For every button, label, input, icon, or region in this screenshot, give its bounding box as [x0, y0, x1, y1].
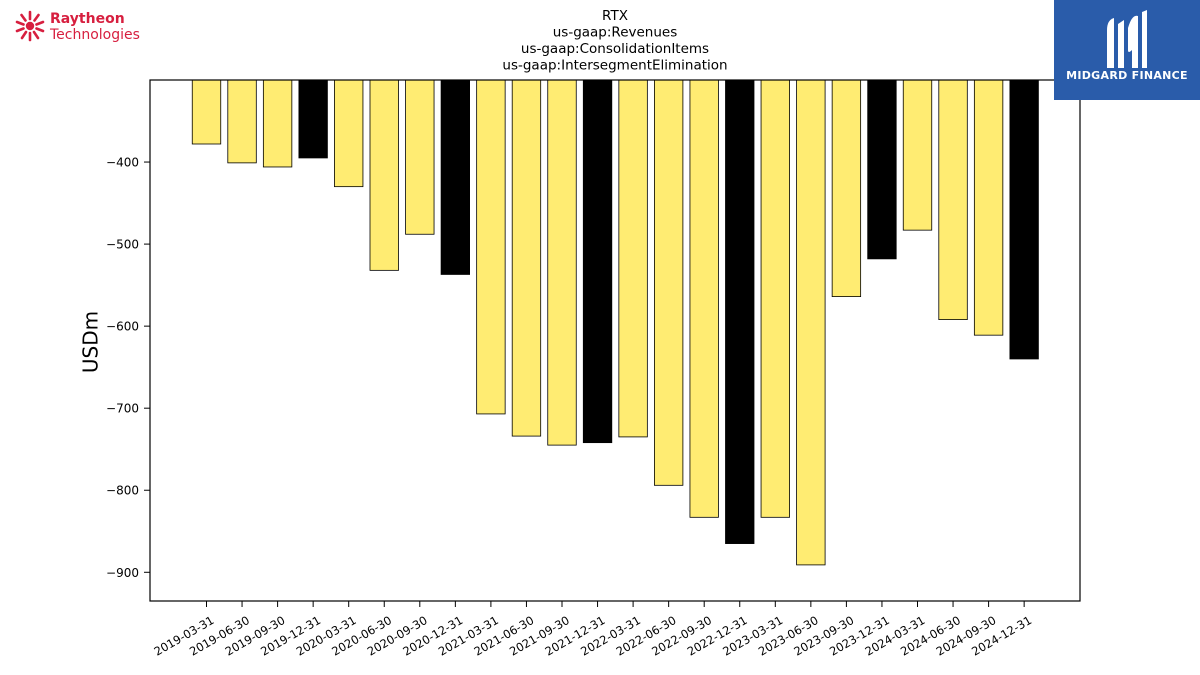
y-axis-label: USDm	[79, 311, 103, 373]
bar	[582, 79, 613, 444]
sunburst-icon	[15, 10, 45, 42]
bar	[511, 79, 542, 437]
bar	[760, 79, 790, 518]
bar	[547, 79, 577, 446]
bar	[796, 79, 826, 566]
chart-title: RTXus-gaap:Revenuesus-gaap:Consolidation…	[502, 8, 727, 74]
raytheon-logo: Raytheon Technologies	[14, 10, 154, 46]
brand-name-line2: Technologies	[50, 27, 140, 43]
bar	[298, 79, 328, 159]
brand-name-line1: Raytheon	[50, 11, 125, 27]
x-axis: 2019-03-312019-06-302019-09-302019-12-31…	[152, 601, 1034, 659]
bar	[938, 79, 968, 320]
y-tick-label: −800	[106, 484, 139, 498]
bar	[476, 79, 506, 415]
y-tick-label: −500	[106, 238, 139, 252]
bar	[262, 79, 293, 168]
midgard-monogram-icon	[1107, 10, 1147, 68]
bar	[973, 79, 1004, 336]
chart-title-line: RTX	[602, 8, 628, 24]
chart-title-line: us-gaap:IntersegmentElimination	[502, 58, 727, 74]
bar	[227, 79, 257, 164]
midgard-finance-logo: MIDGARD FINANCE	[1054, 0, 1200, 100]
bar	[369, 79, 399, 271]
bar	[902, 79, 933, 231]
bar	[689, 79, 719, 518]
y-tick-label: −700	[106, 402, 139, 416]
bar	[334, 79, 364, 188]
chart-title-line: us-gaap:ConsolidationItems	[521, 41, 709, 57]
y-tick-label: −900	[106, 566, 139, 580]
chart-title-line: us-gaap:Revenues	[553, 25, 678, 41]
plot-frame	[149, 79, 1081, 602]
y-tick-label: −400	[106, 156, 139, 170]
y-axis: −400 −500 −600 −700 −800 −900	[106, 156, 150, 580]
bar	[1009, 79, 1039, 360]
midgard-brand-text: MIDGARD FINANCE	[1066, 69, 1188, 82]
bar	[405, 79, 435, 235]
bar	[867, 79, 897, 260]
bar	[618, 79, 648, 438]
y-tick-label: −600	[106, 320, 139, 334]
bar	[831, 79, 862, 298]
bar	[191, 79, 222, 145]
bar	[654, 79, 684, 486]
bar	[725, 79, 755, 544]
bar	[440, 79, 471, 275]
bars-group	[191, 79, 1039, 566]
